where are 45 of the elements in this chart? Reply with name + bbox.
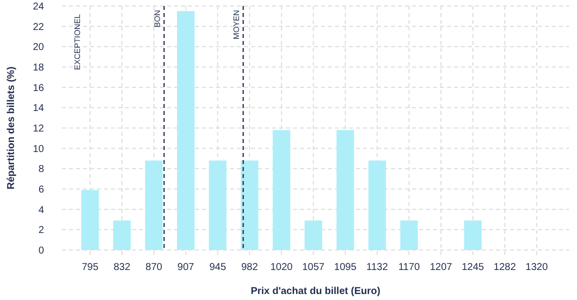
y-tick-label: 4 — [38, 204, 44, 216]
x-tick-label: 1020 — [270, 262, 294, 273]
y-axis-title: Répartition des billets (%) — [6, 66, 17, 190]
y-tick-label: 2 — [38, 225, 44, 236]
x-tick-label: 795 — [82, 262, 99, 273]
bar — [177, 11, 195, 250]
x-tick-label: 1057 — [302, 262, 325, 273]
y-tick-label: 22 — [32, 22, 44, 33]
x-tick-label: 1245 — [462, 262, 484, 273]
x-tick-label: 982 — [241, 262, 258, 273]
x-tick-label: 945 — [209, 262, 226, 273]
y-tick-label: 0 — [38, 246, 44, 256]
y-tick-label: 14 — [32, 103, 44, 114]
y-tick-label: 8 — [38, 164, 44, 176]
bar — [113, 220, 131, 250]
y-tick-label: 10 — [32, 144, 44, 155]
x-tick-label: 1095 — [334, 262, 357, 273]
x-tick-label: 1132 — [366, 262, 388, 273]
ref-line-label: MOYEN — [232, 10, 242, 40]
bar — [145, 160, 163, 250]
bar — [368, 160, 386, 250]
bar — [240, 160, 258, 250]
bar — [464, 220, 482, 250]
x-tick-label: 1320 — [526, 262, 548, 273]
y-tick-label: 24 — [32, 2, 44, 12]
x-tick-label: 1170 — [398, 262, 420, 273]
annotation: EXCEPTIONEL — [73, 13, 82, 70]
x-tick-label: 1207 — [430, 262, 453, 273]
x-tick-label: 907 — [177, 262, 195, 273]
bar — [272, 130, 290, 250]
bar — [336, 130, 354, 250]
x-axis-title: Prix d'achat du billet (Euro) — [250, 286, 380, 297]
x-tick-label: 870 — [146, 262, 163, 273]
bar — [400, 220, 418, 250]
bar — [208, 160, 226, 250]
y-tick-label: 12 — [32, 124, 44, 134]
y-tick-label: 16 — [32, 82, 44, 94]
x-tick-label: 1282 — [494, 262, 516, 273]
ref-line-label: BON — [153, 10, 162, 28]
y-tick-label: 20 — [32, 42, 44, 54]
x-tick-label: 832 — [114, 262, 131, 273]
y-tick-label: 6 — [38, 184, 44, 196]
bar — [81, 190, 99, 250]
bar — [304, 220, 322, 250]
y-tick-label: 18 — [32, 62, 44, 74]
